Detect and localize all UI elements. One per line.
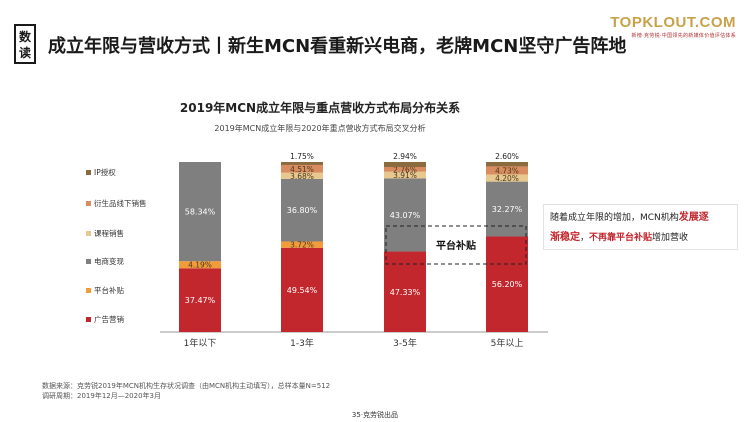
data-label: 49.54% — [287, 286, 318, 295]
data-label: 1.75% — [290, 152, 314, 161]
section-tag: 数读 — [14, 24, 36, 64]
data-label: 43.07% — [390, 211, 421, 220]
chart-subtitle: 2019年MCN成立年限与2020年重点营收方式布局交叉分析 — [214, 124, 426, 133]
bar-segment — [384, 171, 426, 179]
data-label: 37.47% — [185, 296, 216, 305]
page-number: 35·克劳锐出品 — [351, 411, 399, 419]
data-label: 47.33% — [390, 288, 421, 297]
insight-callout: 随着成立年限的增加，MCN机构发展逐渐稳定，不再靠平台补贴增加营收 — [543, 204, 738, 250]
data-label: 4.20% — [495, 174, 519, 183]
data-label: 4.19% — [188, 261, 212, 270]
stacked-bar-chart: 37.47% 4.19% 58.34% 1年以下 49.54% 3.72% 36.80% 3.… — [86, 152, 548, 349]
data-label: 3.72% — [290, 241, 314, 250]
data-label: 3.91% — [393, 171, 417, 180]
footer-notes: 数据来源：克劳锐2019年MCN机构生存状况调查（由MCN机构主动填写），总样本… — [42, 381, 330, 401]
data-label: 2.94% — [393, 152, 417, 161]
legend-swatch — [86, 170, 91, 175]
bar-segment — [281, 164, 323, 173]
bar-segment — [179, 268, 221, 332]
x-tick-label: 5年以上 — [491, 337, 524, 349]
annotation-box — [385, 225, 527, 265]
data-label: 4.51% — [290, 165, 314, 174]
bar-segment — [384, 251, 426, 332]
data-label: 36.80% — [287, 206, 318, 215]
bar-segment — [179, 261, 221, 269]
legend-swatch — [86, 231, 91, 236]
bar-segment — [486, 174, 528, 182]
bar-segment — [384, 166, 426, 172]
bar-segment — [486, 162, 528, 167]
bar-segment — [281, 172, 323, 179]
legend-label: 平台补贴 — [94, 285, 124, 295]
bar-segment — [486, 166, 528, 175]
data-label: 2.60% — [495, 152, 519, 161]
survey-period: 调研周期：2019年12月—2020年3月 — [42, 392, 161, 400]
callout-text: 随着成立年限的增加，MCN机构 — [550, 213, 679, 223]
legend-label: 衍生品线下销售 — [94, 198, 147, 208]
data-label: 3.68% — [290, 172, 314, 181]
data-label: 58.34% — [185, 208, 216, 217]
x-tick-label: 3-5年 — [393, 337, 417, 349]
legend-label: 广告营销 — [94, 314, 124, 324]
brand-logo: TOPKLOUT.COM 新榜·克劳锐·中国领先的新媒体价值评估体系 — [610, 14, 736, 39]
bar-segment — [281, 178, 323, 242]
bar-segment — [281, 247, 323, 332]
callout-highlight: 发展逐 — [678, 212, 709, 223]
callout-text-2: 增加营收 — [652, 233, 689, 243]
legend-swatch — [86, 201, 91, 206]
brand-tagline: 新榜·克劳锐·中国领先的新媒体价值评估体系 — [631, 33, 736, 39]
legend-swatch — [86, 317, 91, 322]
callout-comma: ， — [580, 233, 590, 243]
chart-title: 2019年MCN成立年限与重点营收方式布局分布关系 — [179, 101, 461, 115]
callout-bold: 不再靠平台补贴 — [589, 233, 653, 243]
x-tick-label: 1年以下 — [184, 337, 217, 349]
legend-label: IP授权 — [94, 167, 116, 177]
data-source: 数据来源：克劳锐2019年MCN机构生存状况调查（由MCN机构主动填写），总样本… — [42, 382, 331, 390]
annotation-label: 平台补贴 — [436, 239, 476, 252]
data-label: 32.27% — [492, 205, 523, 214]
brand-name: TOPKLOUT.COM — [610, 14, 736, 31]
bar-segment — [384, 178, 426, 252]
bar-segment — [384, 161, 426, 167]
data-label: 4.73% — [495, 166, 519, 175]
bar-segment — [281, 241, 323, 248]
legend-label: 课程销售 — [94, 228, 124, 238]
data-label: 2.76% — [393, 165, 417, 174]
x-tick-label: 1-3年 — [290, 337, 314, 349]
legend-label: 电商变现 — [94, 256, 124, 266]
data-label: 56.20% — [492, 280, 523, 289]
page-title: 成立年限与营收方式丨新生MCN看重新兴电商，老牌MCN坚守广告阵地 — [48, 36, 627, 57]
legend-swatch — [86, 259, 91, 264]
callout-highlight-2: 渐稳定 — [550, 232, 580, 243]
bar-segment — [179, 162, 221, 262]
bar-segment — [281, 162, 323, 165]
bar-segment — [486, 236, 528, 332]
legend-swatch — [86, 288, 91, 293]
bar-segment — [486, 181, 528, 237]
